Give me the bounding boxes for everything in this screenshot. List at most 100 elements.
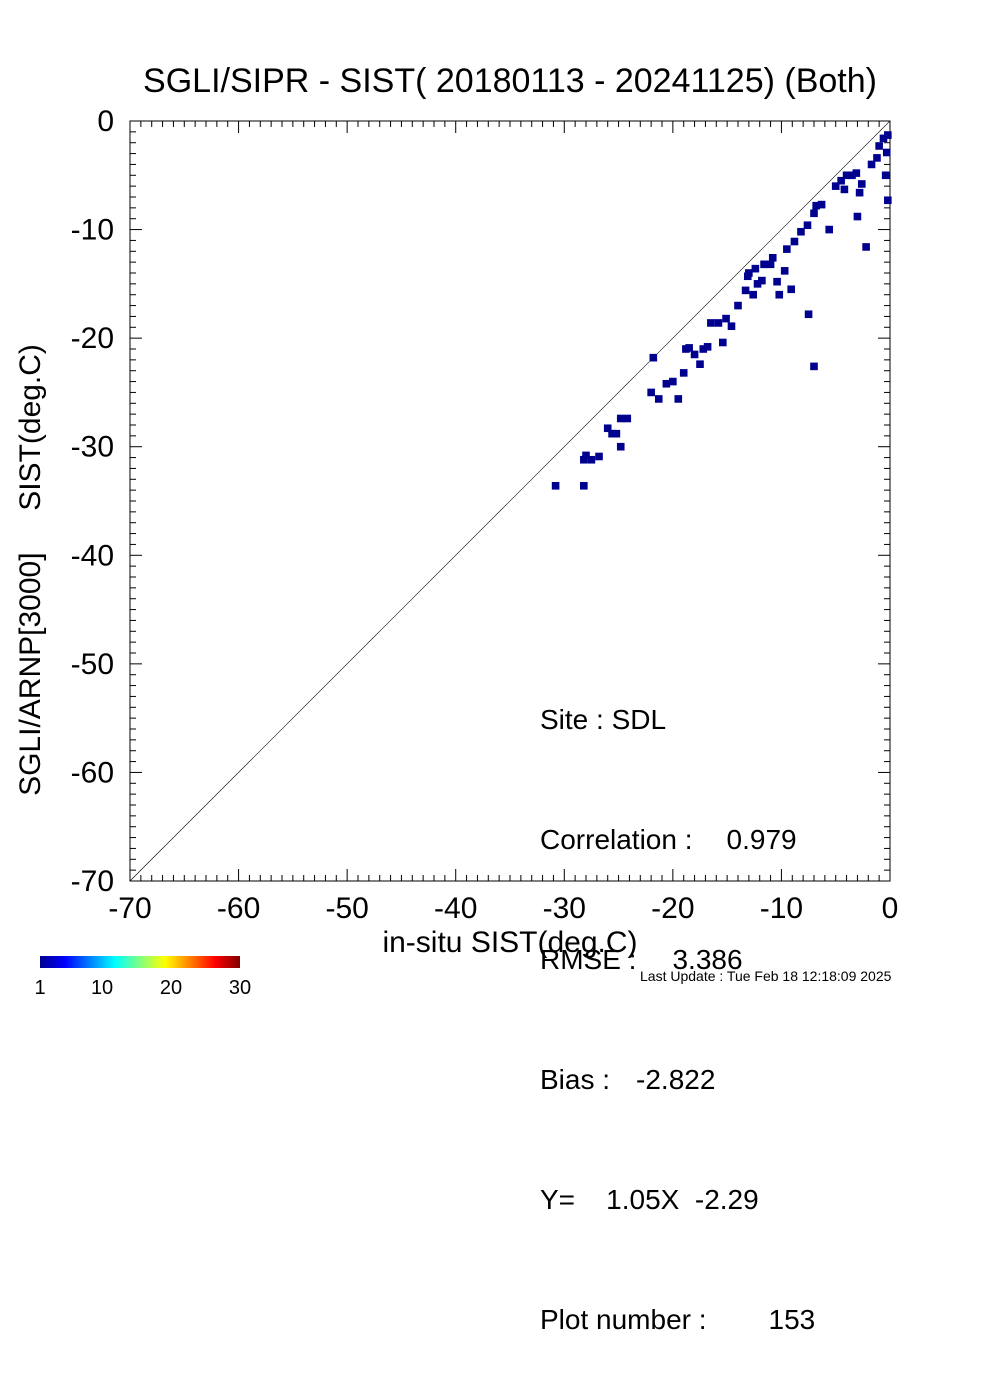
x-tick-label: -10: [760, 892, 803, 925]
data-cell: [662, 379, 671, 388]
data-cell: [842, 171, 851, 180]
x-axis-label: in-situ SIST(deg.C): [382, 926, 637, 959]
data-cell: [608, 429, 616, 438]
rmse-value: 3.386: [672, 944, 743, 975]
x-tick-label: -60: [217, 892, 260, 925]
data-cell: [812, 201, 820, 210]
data-cell: [848, 171, 856, 180]
y-tick-label: -70: [71, 865, 114, 898]
data-cell: [768, 254, 777, 262]
data-cell: [734, 301, 742, 310]
colorbar-tick-label: 10: [91, 977, 113, 999]
data-cell: [587, 455, 596, 464]
chart-root: SGLI/SIPR - SIST( 20180113 - 20241125) (…: [14, 62, 898, 999]
y-tick-label: 0: [97, 105, 114, 138]
data-cell: [831, 182, 840, 190]
data-cell: [825, 225, 833, 234]
x-tick-label: -70: [108, 892, 151, 925]
data-cell: [647, 388, 655, 397]
data-cell: [790, 237, 799, 246]
data-cell: [862, 243, 870, 251]
data-cell: [654, 395, 663, 403]
data-cell: [669, 377, 677, 386]
y-tick-label: -40: [71, 539, 114, 572]
data-cell: [803, 221, 812, 230]
bias-value: -2.822: [636, 1064, 716, 1095]
colorbar: [40, 956, 240, 968]
data-cell: [714, 319, 723, 327]
x-tick-label: 0: [882, 892, 899, 925]
data-cell: [743, 272, 752, 281]
data-cell: [595, 452, 603, 461]
bias-line: Bias : -2.822: [540, 1060, 880, 1100]
plot-number-value: 153: [768, 1304, 816, 1335]
data-cell: [758, 276, 766, 285]
data-cell: [773, 277, 781, 286]
y-tick-label: -50: [71, 648, 114, 681]
rmse-label: RMSE :: [540, 944, 637, 975]
data-cell: [867, 160, 876, 169]
data-cell: [580, 455, 588, 464]
correlation-label: Correlation :: [540, 824, 693, 855]
data-cell: [690, 350, 699, 359]
data-cell: [727, 322, 736, 330]
data-cell: [817, 200, 826, 209]
data-cell: [741, 286, 750, 295]
colorbar-labels: 1 10 20 30: [34, 977, 251, 999]
data-cell: [783, 245, 791, 253]
x-tick-label: -30: [543, 892, 586, 925]
data-cell: [679, 369, 688, 377]
data-cell: [810, 209, 818, 218]
y-tick-label: -60: [71, 756, 114, 789]
data-cell: [703, 343, 712, 351]
data-cell: [852, 169, 861, 177]
correlation-line: Correlation : 0.979: [540, 820, 880, 860]
y-tick-labels: 0 -10 -20 -30 -40 -50 -60 -70: [71, 105, 114, 898]
data-cell: [882, 148, 891, 157]
data-cell: [751, 264, 760, 273]
data-cell: [719, 338, 727, 347]
data-cell: [840, 185, 849, 194]
data-cell: [875, 142, 883, 150]
one-to-one-line: [129, 120, 891, 882]
data-cell: [884, 196, 892, 205]
data-cell: [749, 290, 757, 299]
data-cell: [797, 227, 805, 236]
y-tick-label: -30: [71, 431, 114, 464]
x-tick-label: -20: [651, 892, 694, 925]
data-cell: [760, 260, 768, 269]
minor-ticks: [129, 120, 891, 882]
data-cell: [612, 429, 621, 438]
data-cell: [623, 414, 632, 423]
data-cell: [722, 314, 730, 323]
data-cell: [674, 395, 683, 403]
last-update-text: Last Update : Tue Feb 18 12:18:09 2025: [640, 968, 892, 984]
data-cell: [853, 212, 862, 221]
site-label: Site : SDL: [540, 704, 667, 735]
data-cell: [616, 442, 625, 451]
data-cell: [884, 131, 892, 139]
data-cell: [775, 290, 784, 299]
data-cell: [857, 180, 866, 188]
y-tick-label: -10: [71, 214, 114, 247]
data-cell: [879, 134, 888, 143]
data-cell: [699, 345, 708, 353]
bias-label: Bias :: [540, 1064, 611, 1095]
stats-block: Site : SDL Correlation : 0.979 RMSE : 3.38…: [540, 620, 880, 1380]
data-cell: [780, 267, 789, 275]
data-cell: [603, 424, 612, 433]
data-cell: [696, 360, 704, 368]
y-axis-label: SGLI/ARNP[3000] SIST(deg.C): [14, 344, 47, 796]
data-cell: [881, 171, 890, 180]
data-cell: [551, 482, 560, 490]
data-cell: [753, 280, 762, 288]
x-tick-labels: -70 -60 -50 -40 -30 -20 -10 0: [108, 892, 898, 925]
plot-number-line: Plot number : 153: [540, 1300, 880, 1340]
data-cell: [649, 353, 658, 362]
data-cell: [810, 362, 818, 371]
correlation-value: 0.979: [726, 824, 797, 855]
data-cell: [766, 260, 775, 269]
colorbar-tick-label: 20: [160, 977, 182, 999]
colorbar-tick-label: 30: [229, 977, 251, 999]
rmse-line: RMSE : 3.386: [540, 940, 880, 980]
